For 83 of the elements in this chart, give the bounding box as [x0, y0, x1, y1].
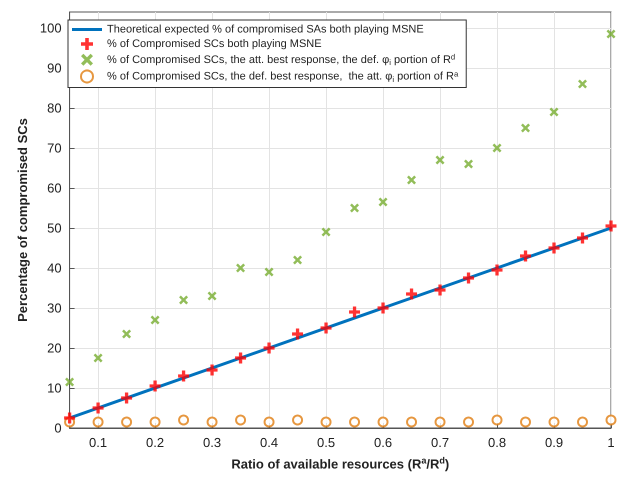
y-tick-label: 100: [40, 20, 62, 36]
y-tick-label: 60: [47, 180, 62, 196]
point: [322, 228, 331, 236]
point: [548, 242, 560, 254]
point: [178, 370, 190, 382]
point: [492, 144, 502, 152]
y-tick-label: 30: [47, 300, 62, 316]
y-tick-label: 20: [47, 340, 62, 356]
legend-label: Theoretical expected % of compromised SAs both playing MSNE: [107, 24, 424, 36]
y-axis-title: Percentage of compromised SCs: [15, 118, 30, 322]
point: [578, 80, 588, 88]
x-tick-label: 0.7: [430, 435, 450, 450]
point: [406, 416, 418, 428]
point: [463, 272, 474, 284]
point: [463, 416, 474, 428]
point: [492, 414, 503, 426]
y-tick-label: 90: [47, 60, 62, 76]
point: [378, 198, 388, 206]
point: [407, 176, 416, 184]
point: [550, 108, 559, 116]
point: [464, 160, 474, 168]
point: [349, 416, 360, 428]
y-tick-label: 40: [47, 260, 62, 276]
point: [122, 330, 132, 338]
point: [606, 220, 616, 232]
point: [206, 364, 218, 376]
x-tick-label: 0.9: [544, 435, 564, 450]
point: [434, 284, 446, 296]
point: [264, 342, 275, 354]
point: [121, 416, 132, 428]
x-tick-label: 0.4: [260, 435, 278, 450]
x-tick-label: 1: [607, 435, 615, 450]
point: [178, 414, 190, 426]
point: [320, 322, 332, 334]
point: [121, 392, 132, 404]
point: [94, 354, 103, 362]
point: [548, 416, 560, 428]
point: [92, 416, 104, 428]
point: [492, 264, 503, 276]
point: [378, 302, 389, 314]
point: [236, 264, 246, 272]
point: [292, 414, 304, 426]
point: [577, 416, 588, 428]
point: [349, 306, 360, 318]
point: [150, 416, 161, 428]
x-tick-label: 0.8: [488, 435, 506, 450]
point: [320, 416, 332, 428]
point: [293, 256, 302, 264]
y-tick-label: 50: [47, 220, 62, 236]
point: [606, 30, 616, 38]
y-tick-label: 0: [54, 420, 62, 436]
point: [520, 250, 532, 262]
point: [264, 268, 274, 276]
point: [434, 416, 446, 428]
y-tick-label: 70: [47, 140, 62, 156]
point: [436, 156, 445, 164]
legend-label: % of Compromised SCs both playing MSNE: [107, 38, 322, 50]
point: [350, 204, 360, 212]
point: [235, 352, 246, 364]
point: [264, 416, 275, 428]
point: [406, 288, 418, 300]
point: [520, 416, 532, 428]
point: [521, 124, 530, 132]
x-tick-label: 0.3: [203, 435, 222, 450]
x-tick-label: 0.1: [89, 435, 108, 450]
point: [206, 416, 218, 428]
x-tick-label: 0.5: [317, 435, 336, 450]
point: [179, 296, 188, 304]
point: [208, 292, 217, 300]
point: [150, 316, 160, 324]
point: [606, 414, 616, 426]
point: [577, 232, 588, 244]
point: [92, 402, 104, 414]
x-tick-label: 0.6: [374, 435, 392, 450]
x-tick-label: 0.2: [146, 435, 164, 450]
point: [378, 416, 389, 428]
point: [150, 380, 161, 392]
point: [292, 328, 304, 340]
y-tick-label: 10: [47, 380, 62, 396]
point: [235, 414, 246, 426]
y-tick-label: 80: [47, 100, 62, 116]
point: [64, 412, 76, 424]
point: [65, 378, 74, 386]
